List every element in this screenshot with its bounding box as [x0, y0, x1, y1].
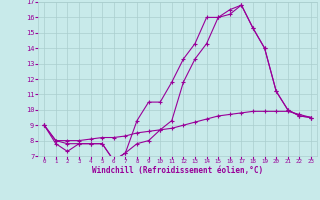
- X-axis label: Windchill (Refroidissement éolien,°C): Windchill (Refroidissement éolien,°C): [92, 166, 263, 175]
